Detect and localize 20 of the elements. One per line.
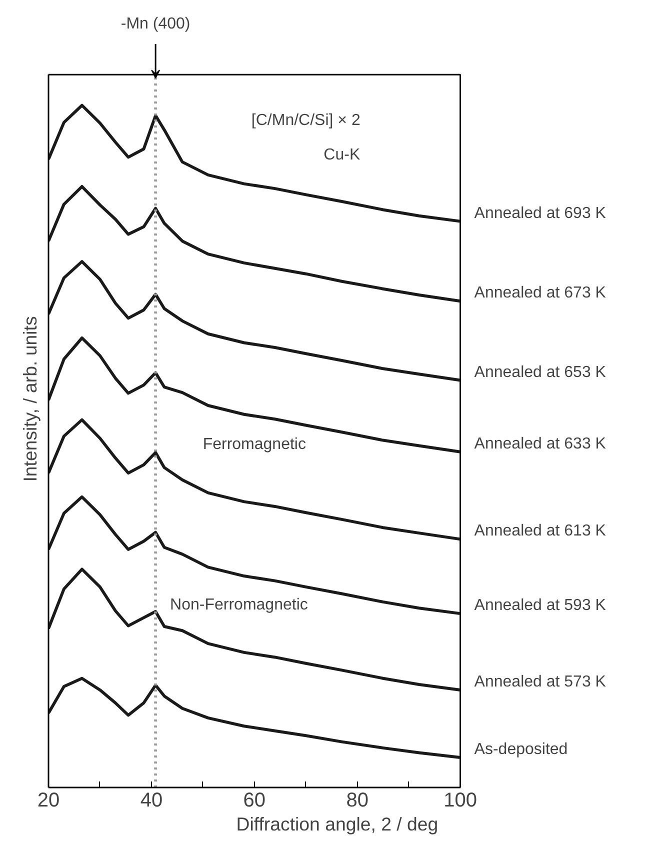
annotation: [C/Mn/C/Si] × 2: [251, 112, 360, 130]
y-axis-title: Intensity, / arb. units: [20, 316, 40, 482]
series-label: Annealed at 693 K: [474, 204, 606, 222]
annotation: Non-Ferromagnetic: [170, 596, 308, 614]
series-label: Annealed at 633 K: [474, 435, 606, 452]
series-label: Annealed at 573 K: [474, 673, 606, 690]
x-tick-label: 100: [444, 790, 477, 812]
x-axis-title: Diffraction angle, 2 / deg: [236, 814, 438, 834]
series-label: Annealed at 613 K: [474, 522, 606, 540]
x-tick-label: 40: [140, 790, 163, 812]
x-tick-label: 20: [37, 790, 60, 812]
ref-line-label: -Mn (400): [120, 16, 190, 33]
x-tick-label: 60: [243, 790, 266, 812]
annotation: Cu-K: [324, 146, 360, 164]
annotation: Ferromagnetic: [202, 436, 306, 454]
series-label: Annealed at 593 K: [474, 597, 606, 614]
x-tick-label: 80: [346, 790, 368, 812]
series-label: Annealed at 673 K: [474, 284, 606, 302]
series-label: Annealed at 653 K: [474, 364, 606, 381]
series-label: As-deposited: [474, 740, 568, 758]
